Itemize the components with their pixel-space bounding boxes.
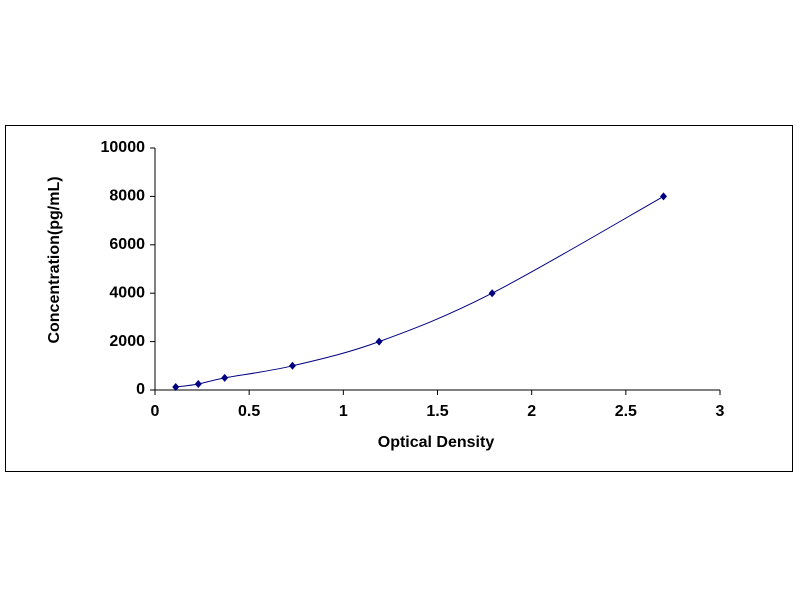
data-point [660,192,667,201]
y-tick-label: 4000 [109,284,145,301]
data-point [288,361,296,370]
x-axis-label: Optical Density [378,434,495,451]
data-point [488,289,496,298]
data-point [172,382,180,391]
x-tick-label: 0 [151,403,160,420]
fit-curve [175,195,664,388]
x-tick-label: 3 [716,403,725,420]
y-tick-label: 6000 [109,236,145,253]
x-tick-label: 2 [527,403,536,420]
chart-frame [5,125,793,472]
y-tick-label: 8000 [109,188,145,205]
y-tick-label: 2000 [109,333,145,350]
x-tick-label: 1 [339,403,348,420]
y-axis-label: Concentration(pg/mL) [46,176,63,343]
data-point [194,379,202,388]
y-tick-label: 10000 [101,139,146,156]
y-tick-label: 0 [136,381,145,398]
data-point [221,373,229,382]
x-tick-label: 1.5 [426,403,448,420]
x-tick-label: 0.5 [238,403,260,420]
x-tick-label: 2.5 [615,403,637,420]
data-point [375,337,383,346]
